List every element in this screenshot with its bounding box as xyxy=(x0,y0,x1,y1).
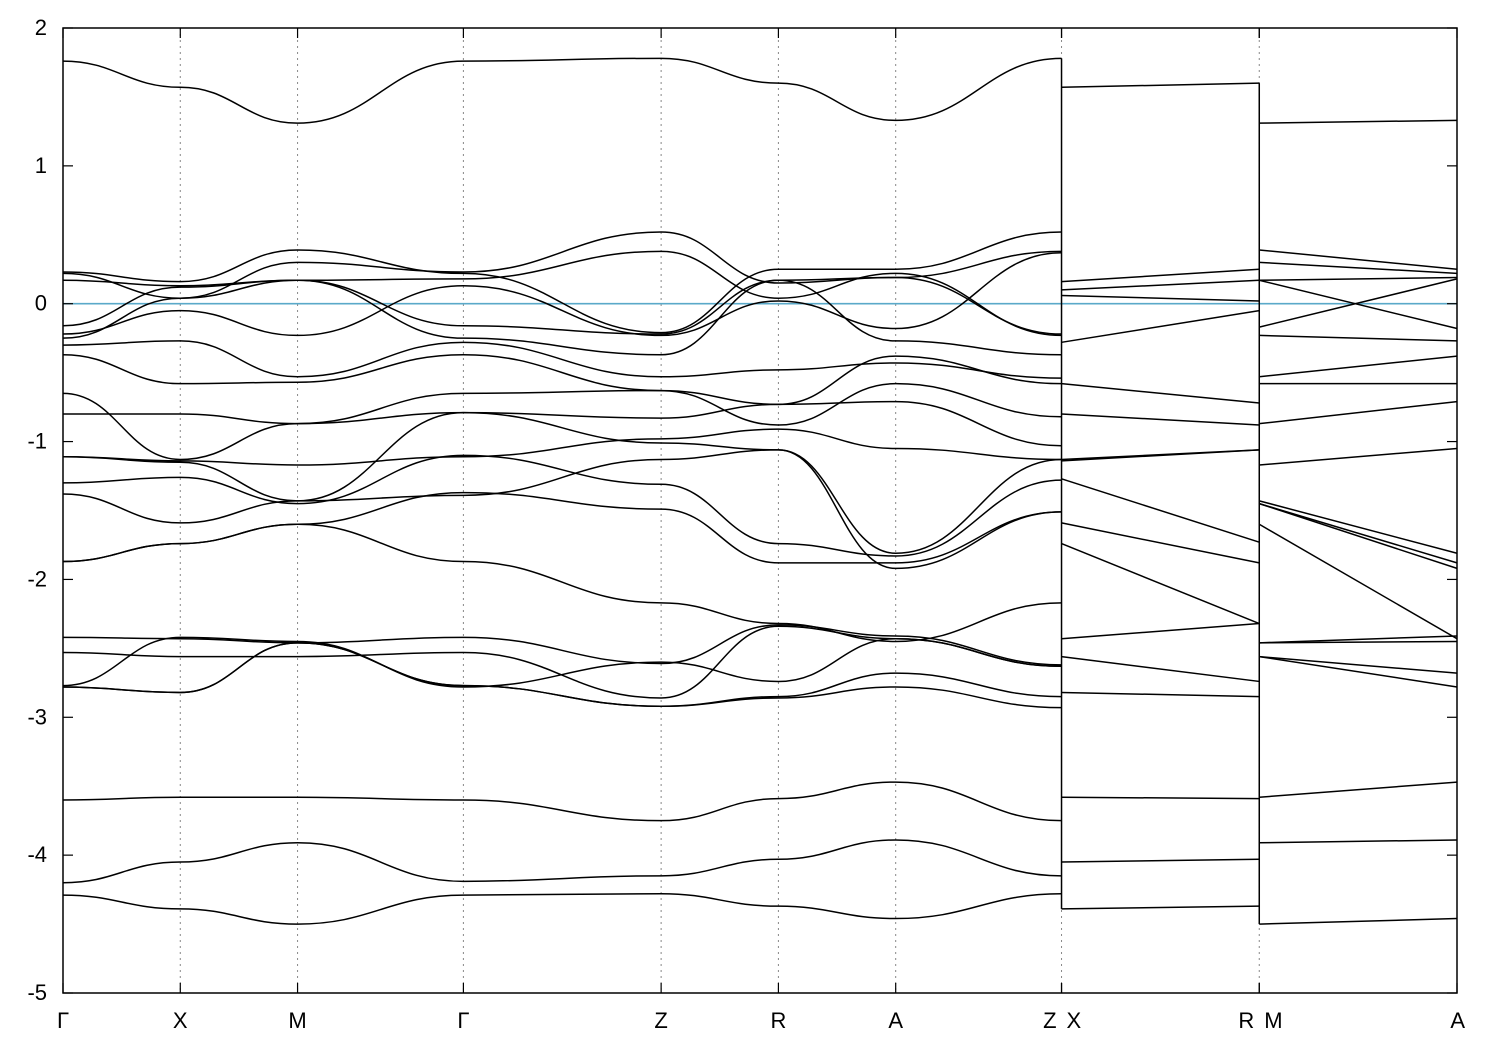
x-kpoint-label: R xyxy=(770,1008,786,1033)
band-line xyxy=(1061,382,1260,404)
band-line xyxy=(1259,249,1458,270)
band-line xyxy=(1258,523,1458,640)
band-line xyxy=(1259,917,1458,925)
band-line xyxy=(62,250,1062,337)
band-line xyxy=(62,636,1062,688)
band-line xyxy=(62,279,1062,356)
band-line xyxy=(1061,268,1260,283)
band-line xyxy=(1061,294,1260,302)
band-line xyxy=(1061,478,1260,543)
band-line xyxy=(1259,119,1458,124)
y-tick-label: -4 xyxy=(27,842,47,867)
y-tick-label: -2 xyxy=(27,566,47,591)
band-line xyxy=(1061,82,1260,89)
band-series xyxy=(62,57,1458,925)
x-kpoint-label: A xyxy=(888,1008,903,1033)
band-line xyxy=(1061,413,1260,426)
band-line xyxy=(1061,522,1260,564)
y-tick-label: 2 xyxy=(35,15,47,40)
band-line xyxy=(1061,796,1260,800)
x-kpoint-label: X xyxy=(173,1008,188,1033)
x-kpoint-label: R xyxy=(1238,1008,1254,1033)
band-line xyxy=(62,57,1062,124)
band-line xyxy=(1259,334,1458,342)
band-line xyxy=(1259,279,1458,330)
band-line xyxy=(1259,276,1458,282)
band-line xyxy=(1061,622,1260,640)
x-kpoint-label: Z xyxy=(654,1008,667,1033)
band-line xyxy=(62,251,1062,337)
band-line xyxy=(62,382,1062,461)
band-line xyxy=(1061,279,1260,291)
band-line xyxy=(62,276,1062,335)
band-line xyxy=(1259,400,1458,425)
band-line xyxy=(62,411,1062,554)
band-line xyxy=(1259,447,1458,466)
band-line xyxy=(62,523,1062,643)
band-line xyxy=(62,624,1062,666)
x-kpoint-label: M xyxy=(1264,1008,1282,1033)
band-line xyxy=(1061,691,1260,698)
band-line xyxy=(1259,839,1458,844)
band-line xyxy=(62,449,1062,570)
y-tick-label: -1 xyxy=(27,429,47,454)
band-line xyxy=(1061,858,1260,863)
x-kpoint-label: Z xyxy=(1043,1008,1056,1033)
band-line xyxy=(62,400,1062,447)
band-line xyxy=(1061,905,1260,910)
y-tick-label: -5 xyxy=(27,980,47,1005)
band-line xyxy=(1259,781,1458,798)
band-line xyxy=(62,353,1062,406)
y-tick-label: 1 xyxy=(35,153,47,178)
band-line xyxy=(62,642,1062,709)
band-line xyxy=(62,839,1062,884)
band-line xyxy=(1061,449,1260,462)
band-line xyxy=(1259,655,1458,674)
band-line xyxy=(1061,309,1260,344)
band-line xyxy=(1259,502,1458,564)
band-line xyxy=(1061,655,1260,683)
band-line xyxy=(1259,640,1458,644)
band-line xyxy=(1259,635,1458,644)
x-kpoint-label: A xyxy=(1450,1008,1465,1033)
band-line xyxy=(1259,261,1458,275)
band-line xyxy=(1061,542,1260,625)
band-line xyxy=(62,781,1062,822)
plot-frame xyxy=(62,27,1458,994)
band-line xyxy=(1259,278,1458,328)
y-axis-ticks: -5 -4 -3 -2 -1 0 1 2 xyxy=(27,15,1457,1005)
band-line xyxy=(1259,355,1458,378)
y-tick-label: 0 xyxy=(35,291,47,316)
plot-frame-rect xyxy=(62,27,1458,994)
x-kpoint-label: X xyxy=(1067,1008,1082,1033)
band-line xyxy=(1259,500,1458,554)
x-kpoint-label: Γ xyxy=(57,1008,69,1033)
band-line xyxy=(62,428,1062,466)
y-tick-label: -3 xyxy=(27,704,47,729)
band-line xyxy=(62,231,1062,334)
band-line xyxy=(62,340,1062,379)
band-line xyxy=(1259,502,1458,570)
x-kpoint-label: M xyxy=(288,1008,306,1033)
band-line xyxy=(62,454,1062,557)
x-kpoint-label: Γ xyxy=(457,1008,469,1033)
band-line xyxy=(62,892,1062,925)
band-line xyxy=(1259,655,1458,688)
